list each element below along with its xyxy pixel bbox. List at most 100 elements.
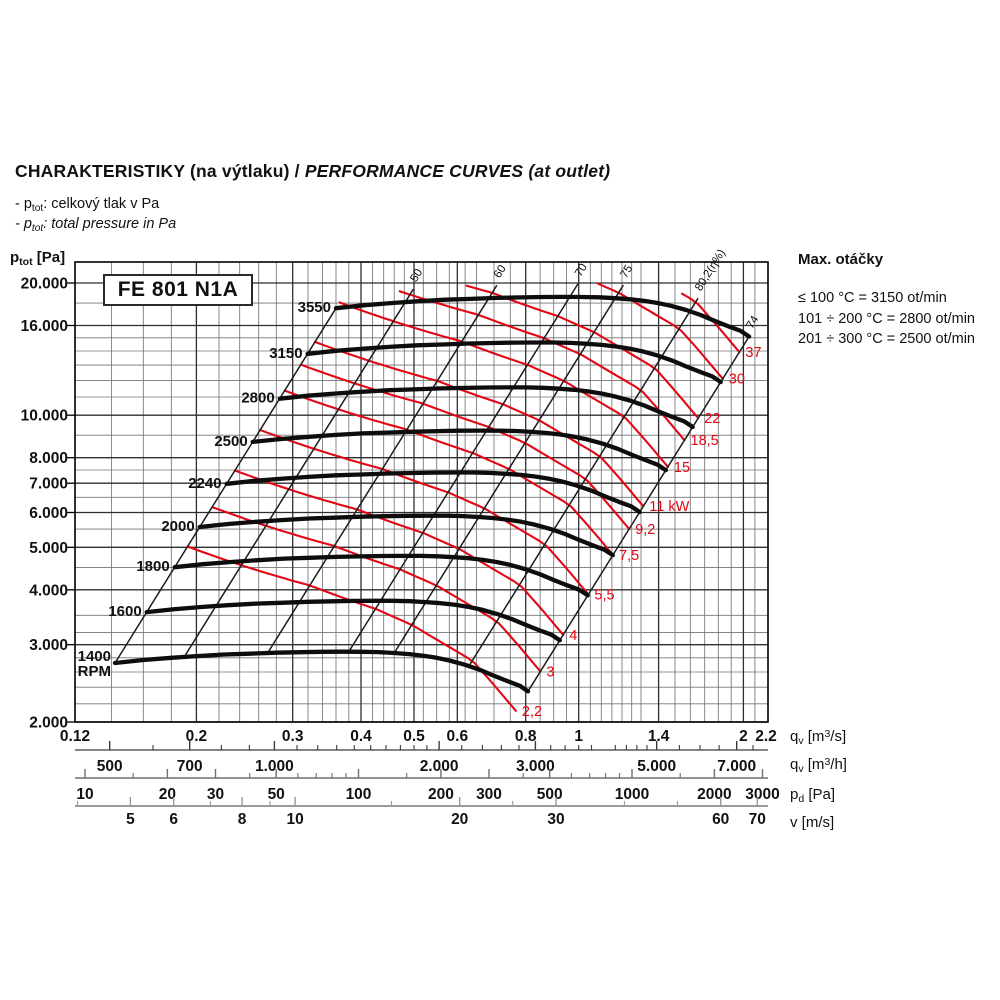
- velocity-axis-tick-label: 20: [451, 811, 468, 828]
- velocity-axis-tick-label: 8: [238, 811, 247, 828]
- page-title: CHARAKTERISTIKY (na výtlaku) / PERFORMAN…: [15, 161, 610, 182]
- power-curve-label: 9,2: [635, 522, 655, 538]
- x-axis-unit-flow-m3s: qv [m3/s]: [790, 728, 847, 747]
- rpm-label: 3550: [298, 299, 331, 316]
- x-tick-label-m3s: 0.3: [282, 728, 304, 745]
- x-tick-label-m3s: 0.12: [60, 728, 90, 745]
- model-box: FE 801 N1A: [103, 274, 253, 306]
- rpm-curve-2500: [250, 428, 668, 473]
- rpm-label: 1400: [78, 648, 111, 665]
- y-tick-label: 10.000: [21, 408, 68, 425]
- dyn-pressure-axis-tick-label: 30: [207, 786, 224, 803]
- dyn-pressure-axis-tick-label: 50: [268, 786, 285, 803]
- dyn-pressure-axis-tick-label: 100: [346, 786, 372, 803]
- dyn-pressure-axis-tick-label: 10: [76, 786, 93, 803]
- rpm-curve-1400: [112, 649, 531, 694]
- efficiency-line-80,2(η%): [468, 298, 699, 667]
- rpm-curve-1600: [144, 598, 562, 643]
- y-tick-label: 2.000: [29, 715, 68, 732]
- title-primary: CHARAKTERISTIKY (na výtlaku): [15, 161, 290, 181]
- x-tick-label-m3s: 0.4: [350, 728, 372, 745]
- power-curve-label: 7,5: [619, 548, 639, 564]
- max-speed-lines: ≤ 100 °C = 3150 ot/min 101 ÷ 200 °C = 28…: [798, 288, 975, 350]
- dyn-pressure-axis-tick-label: 1000: [615, 786, 649, 803]
- rpm-curve-3550: [333, 294, 752, 339]
- power-curve-label: 2,2: [522, 704, 542, 720]
- flow-m3h-axis-tick-label: 1.000: [255, 758, 294, 775]
- flow-m3h-axis-tick-label: 2.000: [420, 758, 459, 775]
- velocity-axis-tick-label: 6: [169, 811, 178, 828]
- max-speed-line-3: 201 ÷ 300 °C = 2500 ot/min: [798, 331, 975, 347]
- velocity-axis-tick-label: 30: [547, 811, 564, 828]
- efficiency-line-70: [348, 283, 579, 653]
- efficiency-label: 70: [573, 262, 590, 279]
- efficiency-label: 60: [492, 263, 509, 280]
- flow-m3h-axis-tick-label: 500: [97, 758, 123, 775]
- efficiency-line-60: [266, 285, 498, 654]
- efficiency-label: 80,2(η%): [693, 247, 728, 293]
- max-speed-line-2: 101 ÷ 200 °C = 2800 ot/min: [798, 310, 975, 327]
- efficiency-label: 74: [744, 313, 761, 331]
- x-axis-unit-flow-m3h: qv [m3/h]: [790, 756, 847, 775]
- x-tick-label-m3s: 2: [739, 728, 748, 745]
- y-tick-label: 7.000: [29, 476, 68, 493]
- note-english: - ptot: total pressure in Pa: [15, 216, 177, 234]
- efficiency-line-75: [393, 284, 624, 654]
- x-axis-unit-dyn-pressure: pd [Pa]: [790, 786, 836, 805]
- velocity-axis-tick-label: 10: [286, 811, 303, 828]
- power-curve-label: 15: [674, 460, 690, 476]
- dyn-pressure-axis-tick-label: 200: [428, 786, 454, 803]
- velocity-axis-tick-label: 70: [749, 811, 766, 828]
- power-curve-label: 22: [704, 411, 720, 427]
- rpm-curve-1800: [172, 553, 590, 598]
- y-tick-label: 20.000: [21, 276, 68, 293]
- y-tick-label: 3.000: [29, 637, 68, 654]
- max-speed-line-1: ≤ 100 °C = 3150 ot/min: [798, 290, 947, 306]
- dyn-pressure-axis-tick-label: 300: [476, 786, 502, 803]
- rpm-label: 2240: [188, 475, 221, 492]
- x-tick-label-m3s: 0.5: [403, 728, 425, 745]
- y-tick-label: 16.000: [21, 318, 68, 335]
- power-curve-label: 30: [729, 372, 745, 388]
- power-curve-label: 37: [745, 345, 761, 361]
- flow-m3h-axis-tick-label: 7.000: [717, 758, 756, 775]
- note-czech: - ptot: celkový tlak v Pa: [15, 196, 160, 214]
- efficiency-line-50: [183, 288, 414, 658]
- title-separator: /: [289, 161, 305, 181]
- y-tick-label: 6.000: [29, 505, 68, 522]
- power-curve-30kw: [596, 282, 724, 380]
- dyn-pressure-axis-tick-label: 2000: [697, 786, 731, 803]
- y-tick-label: 8.000: [29, 450, 68, 467]
- x-tick-label-m3s: 0.2: [186, 728, 208, 745]
- rpm-curve-3150: [305, 340, 723, 385]
- x-tick-label-m3s: 0.6: [447, 728, 469, 745]
- velocity-axis-tick-label: 5: [126, 811, 135, 828]
- chart-frame: [74, 261, 769, 723]
- x-tick-label-m3s: 1.4: [648, 728, 670, 745]
- efficiency-label: 50: [408, 267, 425, 284]
- power-curve-label: 11 kW: [649, 499, 689, 515]
- title-secondary: PERFORMANCE CURVES (at outlet): [304, 161, 611, 181]
- power-curve-label: 5,5: [594, 587, 614, 603]
- dyn-pressure-axis-tick-label: 3000: [745, 786, 779, 803]
- efficiency-line-74: [527, 335, 750, 693]
- rpm-label: 3150: [269, 345, 302, 362]
- dyn-pressure-axis-tick-label: 500: [537, 786, 563, 803]
- power-curve-label: 4: [569, 628, 577, 644]
- dyn-pressure-axis-tick-label: 20: [159, 786, 176, 803]
- y-axis-unit-label: ptot [Pa]: [10, 249, 66, 268]
- rpm-unit-label: RPM: [78, 663, 111, 680]
- rpm-label: 1600: [108, 603, 141, 620]
- velocity-axis-tick-label: 60: [712, 811, 729, 828]
- flow-m3h-axis-tick-label: 3.000: [516, 758, 555, 775]
- flow-m3h-axis-tick-label: 5.000: [637, 758, 676, 775]
- x-tick-label-m3s: 0.8: [515, 728, 537, 745]
- power-curve-label: 18,5: [691, 433, 719, 449]
- y-tick-label: 5.000: [29, 540, 68, 557]
- rpm-label: 2000: [161, 518, 194, 535]
- max-speed-title: Max. otáčky: [798, 251, 884, 268]
- power-curve-label: 3: [546, 664, 554, 680]
- x-tick-label-m3s: 1: [574, 728, 583, 745]
